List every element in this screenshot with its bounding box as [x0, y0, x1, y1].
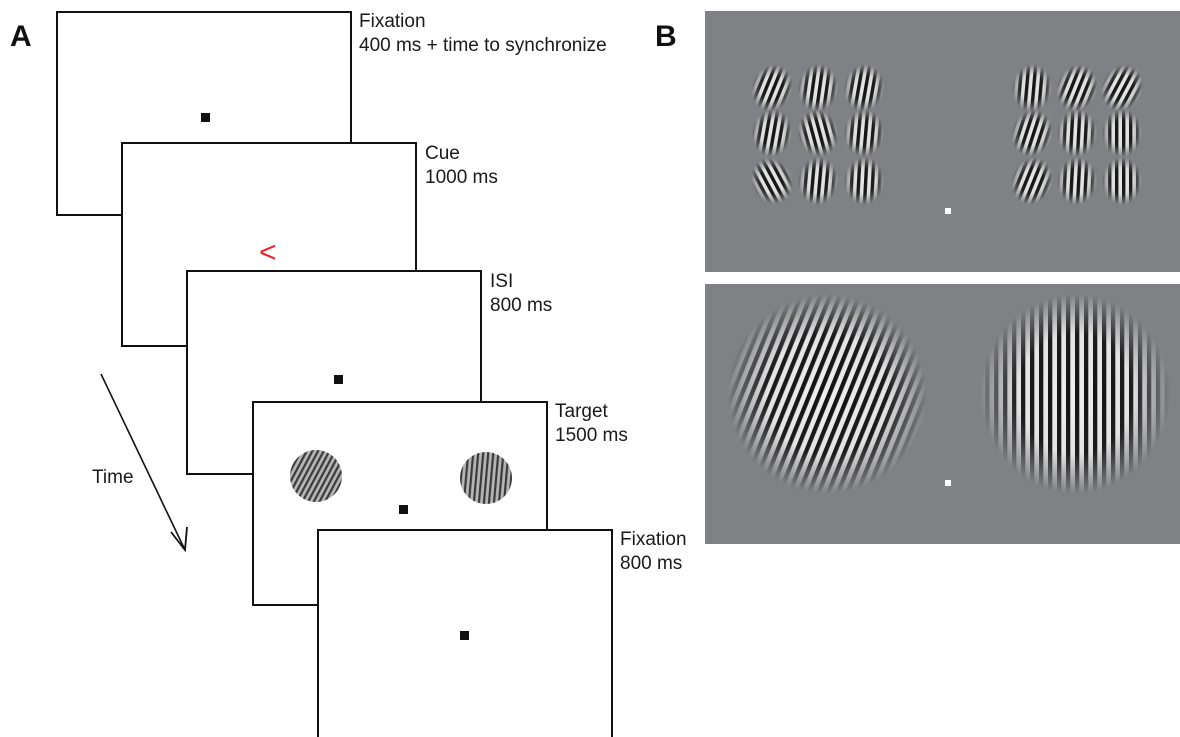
top-stimulus-fixation-dot [945, 208, 951, 214]
left-grating-cluster [743, 58, 888, 212]
cue-label-duration: 1000 ms [425, 167, 498, 188]
cue-arrow: < [259, 236, 277, 269]
target-fixation-dot [399, 505, 408, 514]
bottom-stimulus-fixation-dot [945, 480, 951, 486]
small-grating-array-stimulus [705, 11, 1180, 272]
fixation-final-label: Fixation 800 ms [620, 528, 687, 576]
fixation-label-name: Fixation [359, 11, 426, 32]
isi-fixation-dot [334, 375, 343, 384]
fixation-final-label-name: Fixation [620, 529, 687, 550]
right-grating-cluster [1004, 57, 1151, 211]
isi-label-name: ISI [490, 271, 514, 292]
panel-b-letter: B [655, 20, 677, 53]
isi-label-duration: 800 ms [490, 295, 553, 316]
target-label-duration: 1500 ms [555, 425, 628, 446]
right-large-grating [980, 294, 1170, 494]
fixation-label: Fixation 400 ms + time to synchronize [359, 10, 607, 58]
isi-label: ISI 800 ms [490, 270, 552, 318]
right-target-grating [460, 452, 512, 504]
cue-label: Cue 1000 ms [425, 142, 498, 190]
final-fixation-dot [460, 631, 469, 640]
left-target-grating [290, 450, 342, 502]
cue-label-name: Cue [425, 143, 460, 164]
target-label-name: Target [555, 401, 608, 422]
fixation-label-duration: 400 ms + time to synchronize [359, 35, 607, 56]
fixation-final-label-duration: 800 ms [620, 553, 683, 574]
fixation-final-frame [317, 529, 613, 737]
time-label: Time [92, 467, 134, 488]
large-grating-pair-stimulus [705, 284, 1180, 544]
left-large-grating [705, 284, 958, 525]
panel-a-letter: A [10, 20, 32, 53]
target-label: Target 1500 ms [555, 400, 628, 448]
time-arrow [100, 373, 188, 553]
fixation-dot [201, 113, 210, 122]
